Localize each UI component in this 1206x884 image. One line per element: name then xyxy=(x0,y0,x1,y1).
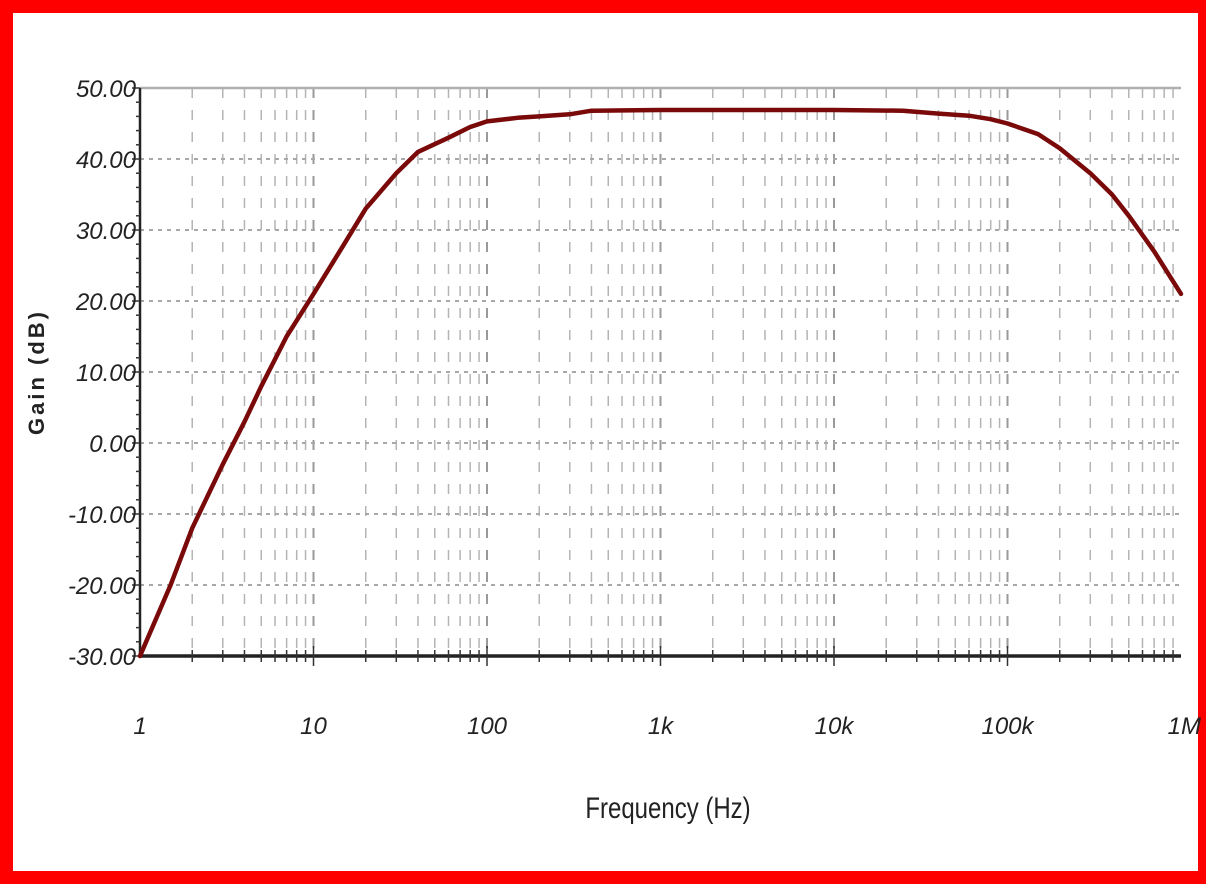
x-axis-label: Frequency (Hz) xyxy=(585,790,750,824)
series-layer xyxy=(137,107,1184,659)
y-tick-label: -10.00 xyxy=(68,502,137,529)
x-tick-label: 1M xyxy=(1168,713,1201,740)
x-tick-label: 1 xyxy=(133,713,146,740)
x-tick-label: 10k xyxy=(815,713,856,740)
y-tick-label: 10.00 xyxy=(76,360,137,387)
y-tick-label: 50.00 xyxy=(76,76,137,103)
y-tick-label: 20.00 xyxy=(75,289,137,316)
x-tick-label: 1k xyxy=(648,713,675,740)
x-tick-label: 100k xyxy=(981,713,1035,740)
x-tick-label: 100 xyxy=(467,713,508,740)
x-tick-label: 10 xyxy=(300,713,327,740)
y-tick-label: 40.00 xyxy=(76,147,137,174)
y-tick-label: 30.00 xyxy=(76,218,137,245)
y-tick-label: -20.00 xyxy=(68,573,137,600)
y-tick-label: -30.00 xyxy=(68,644,137,671)
grid-layer xyxy=(140,86,1181,656)
y-tick-label: 0.00 xyxy=(89,431,136,458)
ticks-layer: 50.00 40.00 30.00 20.00 10.00 0.00 -10.00 -20.0… xyxy=(68,76,1201,740)
gain-series-line xyxy=(137,107,1184,659)
y-axis-label: Gain (dB) xyxy=(24,309,49,435)
